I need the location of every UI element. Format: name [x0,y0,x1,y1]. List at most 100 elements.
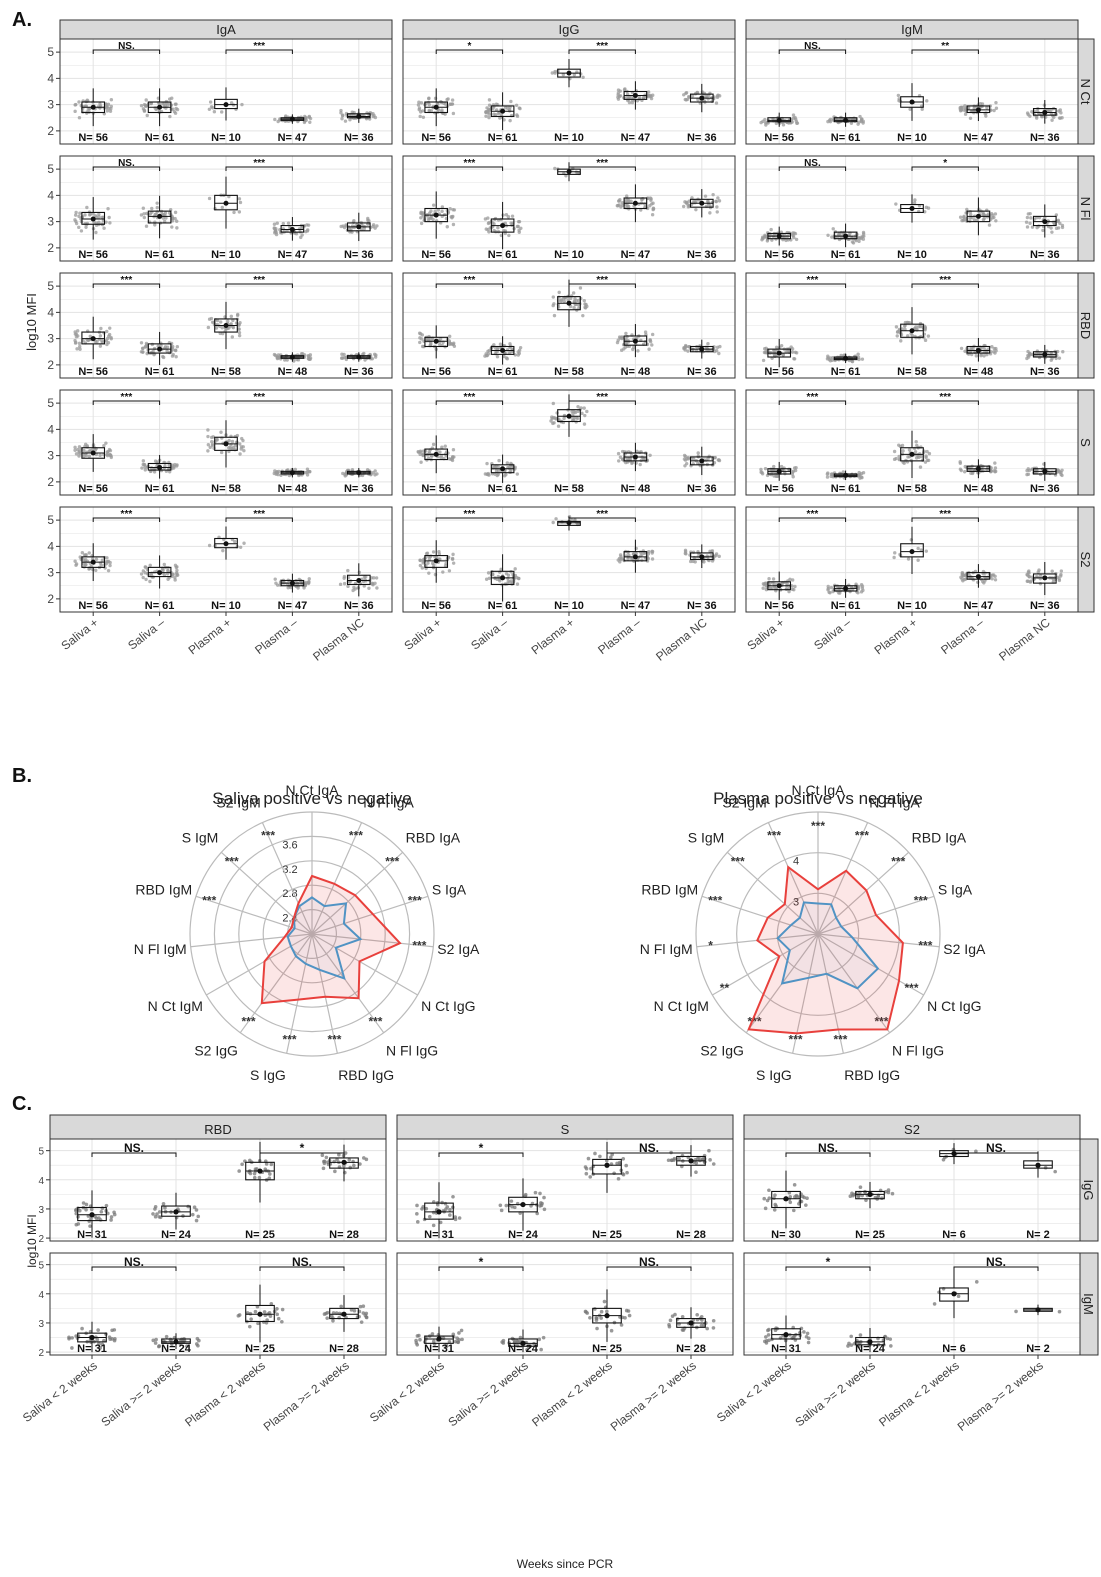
data-point [846,1344,850,1348]
data-point [163,1206,167,1210]
data-point [515,472,520,476]
data-point [576,298,581,303]
data-point [1050,230,1054,234]
panel-background [50,1253,386,1355]
mean-point [257,1168,263,1174]
data-point [94,557,99,561]
mean-point [356,470,362,476]
data-point [541,1335,546,1340]
data-point [792,1183,797,1187]
data-point [141,462,145,467]
data-point [826,233,830,237]
count-label: N= 61 [488,132,518,144]
count-label: N= 36 [344,483,374,495]
data-point [629,453,634,458]
data-point [236,312,240,317]
count-label: N= 31 [424,1229,454,1241]
data-point [498,116,502,120]
data-point [77,225,81,230]
y-tick-label: 4 [47,305,54,319]
count-label: N= 28 [676,1229,706,1241]
row-strip-label: N Fl [1078,197,1093,221]
data-point [440,209,444,213]
data-point [495,355,500,359]
x-tick-label: Plasma < 2 weeks [876,1358,962,1429]
data-point [109,1218,113,1222]
data-point [619,1323,624,1327]
data-point [194,1208,199,1212]
data-point [280,1320,284,1324]
data-point [418,340,422,345]
significance-label: *** [464,275,476,286]
data-point [717,199,722,203]
data-point [299,235,303,240]
data-point [74,1222,79,1227]
data-point [700,90,705,94]
data-point [173,462,177,467]
mean-point [356,113,362,119]
data-point [427,102,431,107]
radar-axis-label: S IgA [938,882,973,898]
data-point [650,213,655,217]
data-point [171,344,175,349]
data-point [237,1169,241,1173]
data-point [895,334,899,338]
data-point [443,112,447,116]
data-point [104,1203,109,1208]
data-point [561,72,566,77]
count-label: N= 58 [554,483,584,495]
data-point [162,562,167,567]
data-point [173,216,177,221]
radar-axis-label: RBD IgA [912,830,967,846]
mean-point [632,454,638,460]
data-point [139,341,144,345]
data-point [109,1215,114,1219]
count-label: N= 58 [211,366,241,378]
data-point [718,344,722,349]
radar-significance: *** [283,1033,297,1047]
data-point [650,549,654,553]
data-point [150,206,154,211]
data-point [73,445,77,450]
data-point [108,453,113,458]
data-point [106,568,111,573]
data-point [599,1309,604,1314]
mean-point [1035,1307,1041,1313]
data-point [651,93,655,97]
panel-background [397,1253,733,1355]
data-point [642,96,646,100]
data-point [958,215,963,219]
radar-axis-label: S IgG [756,1067,792,1083]
data-point [206,443,211,447]
data-point [144,224,149,228]
data-point [537,1337,542,1342]
data-point [906,455,910,459]
data-point [252,1175,257,1180]
data-point [339,1304,343,1309]
data-point [174,565,179,570]
data-point [492,112,496,116]
radar-ring-label: 4 [793,856,799,868]
radar-significance: *** [368,1014,382,1028]
mean-point [632,338,638,344]
data-point [426,561,430,565]
data-point [87,1219,92,1223]
mean-point [500,466,506,472]
count-label: N= 24 [855,1343,886,1355]
data-point [295,353,300,357]
mean-point [433,104,439,110]
data-point [341,471,345,476]
data-point [73,103,77,107]
y-tick-label: 5 [38,1147,44,1158]
data-point [371,112,375,116]
data-point [1028,352,1032,357]
data-point [694,207,698,212]
data-point [806,1340,811,1345]
data-point [174,102,178,106]
data-point [142,212,146,216]
data-point [638,462,642,467]
data-point [1026,472,1031,477]
data-point [551,401,556,406]
data-point [87,551,91,555]
data-point [717,554,721,559]
